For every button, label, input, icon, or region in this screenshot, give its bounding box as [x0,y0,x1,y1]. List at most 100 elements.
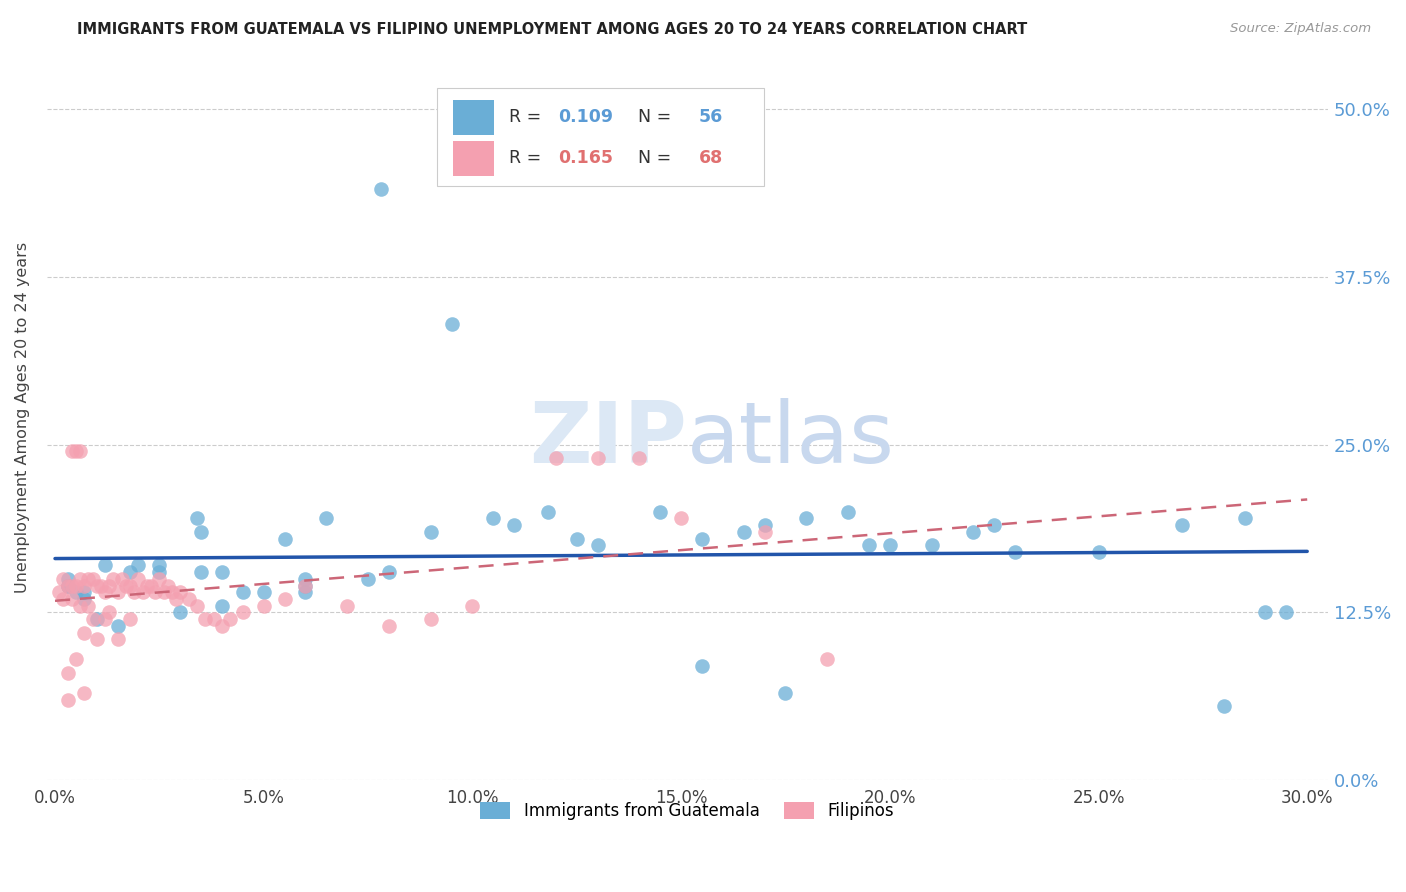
Point [253,585,276,599]
Point [336,599,359,613]
Point [120,578,142,592]
Text: Source: ZipAtlas.com: Source: ZipAtlas.com [1230,22,1371,36]
Point [962,524,984,539]
Point [56,572,79,586]
Point [419,524,441,539]
Point [98,578,121,592]
Point [152,585,174,599]
Point [90,578,112,592]
Text: 0.109: 0.109 [558,108,613,126]
Point [921,538,943,552]
Point [94,585,117,599]
Point [273,592,295,607]
Point [837,505,859,519]
FancyBboxPatch shape [453,100,494,135]
Point [1212,699,1234,714]
Point [48,585,70,599]
Point [1275,606,1298,620]
Point [73,592,96,607]
Point [461,599,484,613]
Point [273,532,295,546]
Point [73,686,96,700]
Text: ZIP: ZIP [530,398,688,481]
Point [586,538,609,552]
Point [73,578,96,592]
Point [52,572,75,586]
Point [754,518,776,533]
Point [82,572,104,586]
Point [815,652,838,666]
Point [73,585,96,599]
Point [194,612,217,626]
Point [124,585,146,599]
Point [77,599,100,613]
Point [52,592,75,607]
Point [586,450,609,465]
Point [1004,545,1026,559]
Point [107,632,129,647]
Point [190,524,212,539]
Text: atlas: atlas [688,398,896,481]
Text: R =: R = [509,149,547,168]
Point [690,532,713,546]
Legend: Immigrants from Guatemala, Filipinos: Immigrants from Guatemala, Filipinos [474,795,901,826]
Point [219,612,242,626]
Point [690,659,713,673]
Point [565,532,588,546]
Point [419,612,441,626]
Point [294,585,316,599]
Point [128,558,150,573]
Point [60,578,83,592]
Point [65,444,87,458]
Point [56,665,79,680]
Point [56,578,79,592]
Point [69,599,91,613]
Point [82,612,104,626]
Text: N =: N = [627,108,676,126]
Point [315,511,337,525]
Text: 68: 68 [699,149,723,168]
Point [56,578,79,592]
Point [1233,511,1256,525]
Point [115,578,138,592]
Point [86,612,108,626]
Point [128,572,150,586]
Point [440,317,463,331]
Point [378,619,401,633]
Point [211,599,233,613]
Point [120,612,142,626]
Point [77,572,100,586]
Point [148,558,170,573]
Point [69,444,91,458]
Point [56,578,79,592]
Point [879,538,901,552]
Point [232,585,254,599]
Point [503,518,526,533]
Point [148,565,170,579]
Point [56,692,79,706]
Point [370,182,392,196]
Point [378,565,401,579]
Text: 56: 56 [699,108,723,126]
Point [858,538,880,552]
Point [107,585,129,599]
Point [169,606,191,620]
Point [165,592,187,607]
Point [65,652,87,666]
Point [733,524,755,539]
Point [148,572,170,586]
Point [120,565,142,579]
Point [232,606,254,620]
Point [1171,518,1194,533]
Point [156,578,179,592]
Point [86,578,108,592]
Text: IMMIGRANTS FROM GUATEMALA VS FILIPINO UNEMPLOYMENT AMONG AGES 20 TO 24 YEARS COR: IMMIGRANTS FROM GUATEMALA VS FILIPINO UN… [77,22,1028,37]
Point [794,511,817,525]
Point [73,625,96,640]
Point [1087,545,1109,559]
Point [69,572,91,586]
Point [669,511,692,525]
Point [143,585,166,599]
Point [94,612,117,626]
Point [253,599,276,613]
